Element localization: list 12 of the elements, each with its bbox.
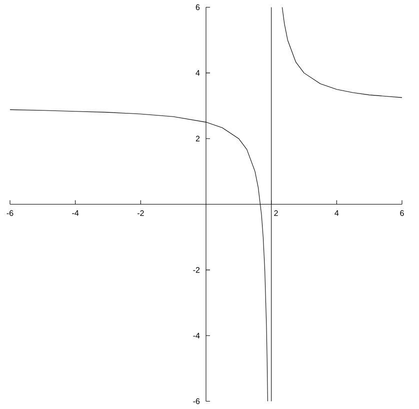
y-tick-label: -4 <box>193 333 200 339</box>
x-tick-label: 6 <box>400 210 404 216</box>
x-tick-label: -2 <box>137 210 144 216</box>
y-tick-label: 4 <box>196 70 200 76</box>
y-tick-label: -2 <box>193 267 200 273</box>
x-tick-label: 4 <box>334 210 339 216</box>
x-tick-label: -6 <box>6 210 14 216</box>
x-tick-label: -4 <box>72 210 79 216</box>
y-tick-label: 2 <box>196 136 200 142</box>
x-tick-label: 2 <box>274 210 278 216</box>
y-tick-label: 6 <box>196 4 200 10</box>
y-tick-label: -6 <box>193 398 200 404</box>
